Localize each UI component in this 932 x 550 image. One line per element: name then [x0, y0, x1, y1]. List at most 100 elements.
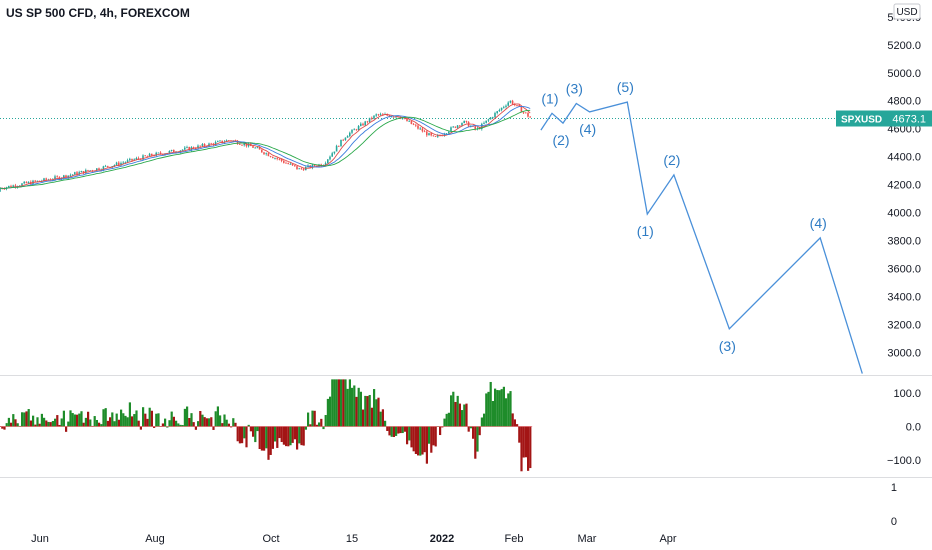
currency-badge[interactable]: USD: [893, 3, 921, 20]
candle: [335, 144, 338, 152]
oscillator-bar: [476, 426, 479, 452]
candle: [38, 180, 41, 182]
oscillator-bar: [276, 426, 279, 448]
candle-body: [129, 158, 131, 161]
candle-body: [525, 112, 527, 114]
time-tick-label: 15: [346, 533, 358, 545]
time-tick-label: Jun: [31, 533, 49, 545]
currency-badge-label: USD: [896, 7, 917, 18]
candle-body: [492, 117, 494, 119]
price-tick-label: 3200.0: [887, 320, 921, 332]
oscillator-bar: [254, 426, 257, 443]
oscillator-bar: [491, 400, 494, 427]
oscillator-bar: [223, 414, 226, 427]
price-axis: 5400.05200.05000.04800.04600.04400.04200…: [887, 12, 921, 360]
oscillator-bar: [144, 413, 147, 427]
oscillator-bar: [241, 426, 244, 444]
oscillator-bar: [434, 426, 437, 447]
candle-body: [357, 126, 360, 130]
candle: [353, 128, 355, 131]
oscillator-bar: [188, 418, 191, 427]
candle-body: [184, 147, 186, 150]
candle-body: [278, 158, 281, 160]
candle-body: [500, 107, 503, 110]
candle-body: [261, 149, 263, 153]
oscillator-bar: [120, 409, 123, 427]
oscillator-bar: [386, 426, 389, 431]
candle-body: [302, 168, 305, 171]
candle-body: [142, 155, 144, 160]
candle: [483, 121, 485, 125]
candle-body: [82, 170, 85, 174]
oscillator-bar: [137, 420, 140, 427]
candle-body: [203, 144, 206, 147]
candle-body: [3, 188, 6, 190]
oscillator-bar: [412, 426, 415, 452]
oscillator-bar: [269, 426, 272, 455]
candle: [272, 156, 274, 159]
candle-body: [115, 162, 118, 165]
candle-body: [63, 175, 65, 178]
oscillator-bar: [265, 426, 268, 449]
oscillator-bar: [417, 426, 420, 456]
candle: [30, 180, 32, 185]
candle: [485, 120, 487, 124]
oscillator-bar: [113, 421, 116, 427]
last-price-tag[interactable]: SPXUSD 4673.1: [836, 110, 932, 127]
candle-body: [355, 129, 358, 131]
candle-body: [76, 172, 78, 175]
candle: [344, 137, 347, 141]
oscillator-bar: [56, 415, 59, 427]
candle: [199, 145, 201, 148]
candle: [430, 132, 432, 137]
candle-body: [503, 106, 505, 108]
candle: [525, 112, 527, 114]
oscillator-bar: [245, 426, 248, 448]
oscillator-bar: [146, 418, 149, 427]
candle-body: [45, 178, 47, 180]
oscillator-bar: [443, 418, 446, 427]
candle-body: [461, 123, 463, 126]
candle-body: [393, 116, 395, 118]
candle: [487, 118, 490, 123]
oscillator-bar: [62, 410, 65, 427]
time-tick-label: Mar: [578, 533, 597, 545]
candle-body: [80, 170, 83, 173]
oscillator-bar: [168, 420, 171, 427]
candle-body: [210, 143, 212, 145]
oscillator-bar: [80, 411, 83, 427]
oscillator-bar: [170, 411, 173, 427]
candle: [340, 139, 342, 147]
oscillator-bar: [318, 422, 321, 427]
candle: [456, 124, 459, 129]
oscillator-bar: [142, 407, 145, 427]
candle-body: [520, 106, 523, 113]
candle: [355, 128, 358, 131]
oscillator-bar: [150, 410, 153, 427]
candle-body: [324, 163, 327, 166]
oscillator-bar: [155, 413, 158, 427]
oscillator-bar: [344, 379, 347, 427]
candle-body: [43, 178, 45, 181]
oscillator-bar: [304, 426, 307, 430]
oscillator-bar: [38, 423, 41, 427]
oscillator-bar: [511, 413, 514, 427]
oscillator-tick-label: 100.0: [893, 388, 921, 400]
candle-body: [351, 129, 353, 133]
candle: [25, 181, 28, 184]
candle-body: [485, 120, 487, 123]
candle: [496, 110, 498, 115]
oscillator-bar: [186, 406, 189, 427]
candle-body: [331, 153, 333, 157]
candle-body: [186, 147, 188, 148]
oscillator-bar: [529, 426, 532, 469]
price-tick-label: 4000.0: [887, 208, 921, 220]
candle-body: [87, 169, 89, 171]
oscillator-bar: [461, 410, 464, 427]
oscillator-bar: [29, 420, 32, 427]
oscillator-bar: [249, 426, 252, 432]
candle: [276, 157, 278, 161]
price-tick-label: 3000.0: [887, 348, 921, 360]
